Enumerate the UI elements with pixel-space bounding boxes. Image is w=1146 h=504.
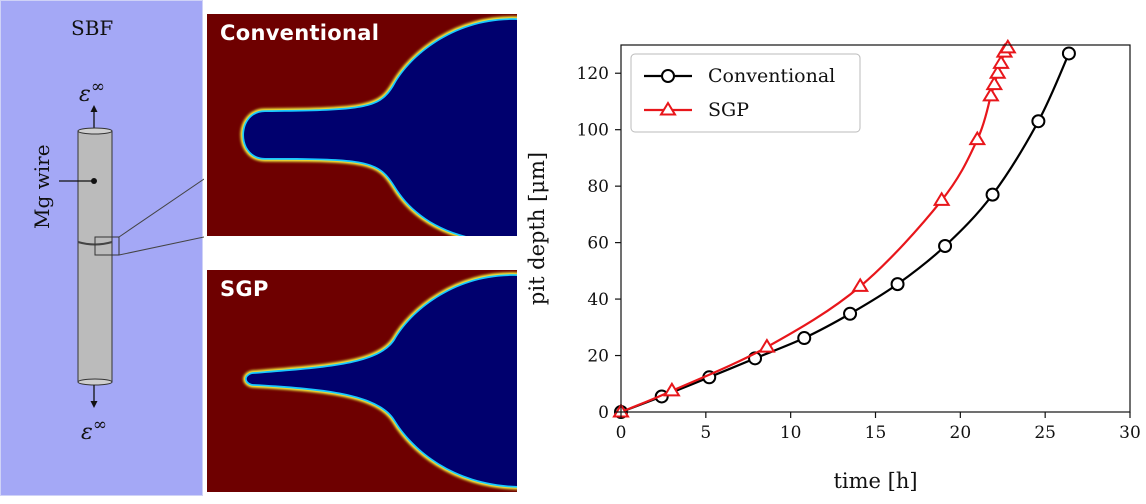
data-point-sgp [985, 75, 1004, 91]
data-point-sgp [932, 191, 951, 206]
simulation-sgp: SGP [207, 270, 517, 492]
x-tick-label: 5 [700, 423, 711, 443]
zoom-line-top [118, 178, 204, 238]
x-tick-label: 25 [1034, 423, 1056, 443]
schematic-panel: SBF ε∞ Mg wire ε∞ [0, 0, 204, 496]
legend-marker-sgp [659, 101, 677, 116]
data-point-sgp [758, 338, 776, 353]
legend-box [630, 53, 861, 133]
y-tick-label: 0 [598, 403, 609, 423]
data-point-conventional [1061, 46, 1076, 61]
x-tick-label: 15 [865, 423, 887, 443]
data-point-sgp [992, 54, 1010, 69]
data-point-sgp [663, 381, 681, 397]
data-point-conventional [890, 277, 905, 292]
zoom-line-bottom [118, 236, 204, 256]
x-tick-label: 0 [616, 423, 627, 443]
y-tick-label: 60 [587, 234, 609, 254]
axis-ticks: 0 5 10 15 20 25 30 0 20 40 60 80 100 120 [577, 64, 1141, 443]
data-point-sgp [968, 130, 987, 146]
far-field-bottom-symbol: ε [81, 420, 93, 445]
data-point-sgp [988, 64, 1007, 79]
mg-wire-bottom-cap [77, 378, 113, 386]
far-field-bottom-sup: ∞ [93, 415, 107, 435]
mg-wire-body [77, 130, 113, 383]
mg-wire-label: Mg wire [30, 144, 54, 229]
y-tick-label: 40 [587, 290, 609, 310]
sgp-label: SGP [220, 277, 269, 301]
data-point-sgp [999, 38, 1017, 54]
legend-label-conventional: Conventional [708, 65, 835, 87]
mg-wire-pointer-dot [91, 178, 97, 184]
far-field-top-arrowhead [90, 105, 98, 112]
x-tick-label: 20 [950, 423, 972, 443]
sbf-label: SBF [71, 16, 113, 40]
pit-region [244, 19, 517, 236]
sgp-pit-image [207, 270, 517, 492]
data-point-sgp [982, 86, 1000, 102]
legend-marker-conventional [661, 69, 675, 83]
x-tick-label: 30 [1119, 423, 1141, 443]
pit-depth-chart: 0 5 10 15 20 25 30 0 20 40 60 80 100 120 time [h] pit… [518, 0, 1146, 504]
zoom-box [94, 236, 120, 256]
data-point-conventional [797, 331, 812, 346]
data-point-conventional [1031, 114, 1046, 129]
far-field-bottom-arrowhead [90, 401, 98, 408]
pit-region [246, 275, 517, 486]
simulation-conventional: Conventional [207, 14, 517, 236]
chart-canvas: 0 5 10 15 20 25 30 0 20 40 60 80 100 120 time [h] pit… [525, 38, 1141, 493]
legend-label-sgp: SGP [708, 99, 749, 121]
far-field-top-symbol: ε [79, 82, 91, 107]
legend: Conventional SGP [630, 53, 861, 133]
data-point-conventional [843, 306, 858, 321]
mg-wire-top-cap [77, 127, 113, 135]
y-axis-title: pit depth [μm] [525, 152, 549, 305]
conventional-pit-image [207, 14, 517, 236]
schematic-drawing: SBF ε∞ Mg wire ε∞ [30, 16, 204, 445]
far-field-top-sup: ∞ [91, 77, 105, 97]
conventional-label: Conventional [220, 21, 380, 45]
data-point-conventional [938, 239, 953, 254]
y-tick-label: 100 [577, 121, 609, 141]
y-tick-label: 20 [587, 347, 609, 367]
data-point-conventional [985, 187, 1000, 202]
svg-text:ε∞: ε∞ [79, 77, 105, 107]
y-tick-label: 80 [587, 177, 609, 197]
data-point-sgp [851, 277, 870, 292]
x-tick-label: 10 [780, 423, 802, 443]
y-tick-label: 120 [577, 64, 609, 84]
x-axis-title: time [h] [833, 469, 917, 493]
svg-text:ε∞: ε∞ [81, 415, 107, 445]
